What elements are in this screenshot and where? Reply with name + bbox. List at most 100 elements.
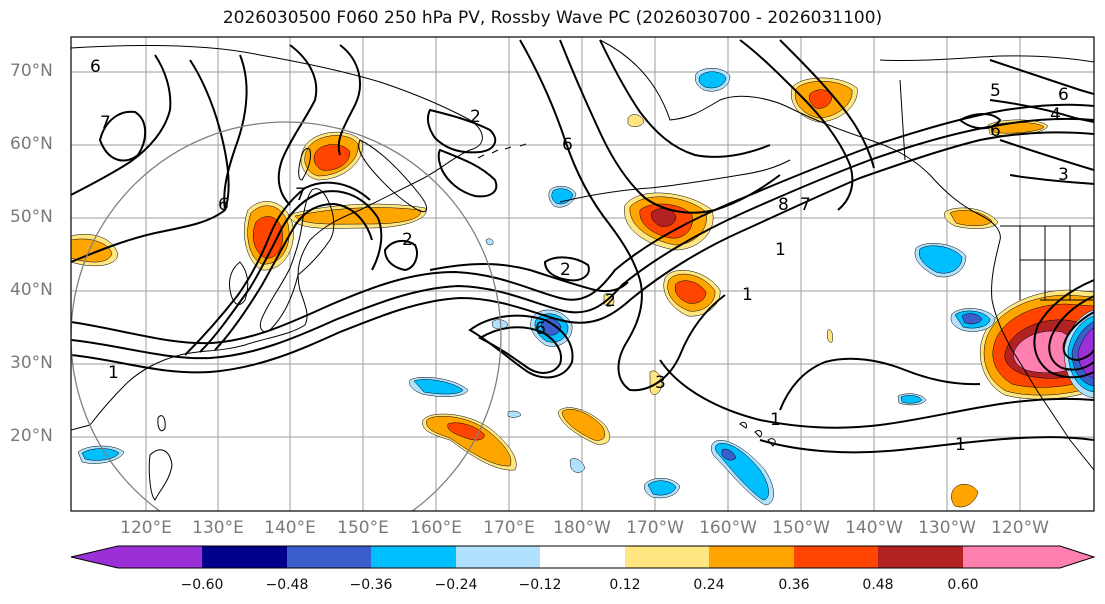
coastline-taiwan	[157, 415, 166, 432]
coastline-hawaii	[739, 421, 776, 447]
negative-anomaly	[413, 379, 464, 395]
colorbar-tick: −0.48	[265, 577, 309, 593]
colorbar-tick: −0.36	[349, 577, 393, 593]
border-alaska	[899, 79, 906, 161]
colorbar-tick: 0.24	[693, 577, 725, 593]
pv-contour	[429, 263, 629, 293]
negative-anomaly	[919, 245, 963, 274]
positive-anomaly	[674, 280, 707, 304]
coastline-kamchatka	[358, 139, 427, 213]
lon-label: 130°E	[192, 518, 244, 538]
pv-contour	[199, 190, 383, 353]
pv-contour	[71, 131, 1094, 374]
colorbar-tick: 0.48	[862, 577, 894, 593]
pv-contour	[739, 39, 854, 211]
colorbar-tick: 0.60	[947, 577, 979, 593]
pv-contour	[184, 181, 371, 356]
lon-label: 140°W	[845, 518, 903, 538]
pv-contour	[958, 113, 1002, 130]
pv-contour	[543, 256, 590, 282]
border-states	[1019, 226, 1094, 301]
contour-label: 6	[990, 121, 1001, 141]
positive-anomaly	[313, 144, 351, 171]
positive-anomaly	[951, 484, 979, 508]
colorbar-segment	[371, 546, 457, 568]
lon-label: 130°W	[918, 518, 976, 538]
negative-anomaly	[721, 448, 737, 461]
lat-label: 30°N	[10, 353, 53, 373]
contour-label: 7	[100, 113, 111, 133]
lon-label: 150°E	[337, 518, 389, 538]
pv-contour	[477, 326, 562, 374]
pv-contour	[214, 202, 373, 351]
colorbar-tick: −0.12	[518, 577, 562, 593]
pv-contour	[437, 148, 498, 198]
pv-contour	[989, 59, 1094, 95]
pv-contour	[559, 39, 781, 214]
pv-contour	[383, 239, 418, 272]
pv-contour	[71, 117, 1094, 360]
contour-label: 7	[800, 195, 811, 215]
lon-label: 120°E	[120, 518, 172, 538]
colorbar-tick: −0.24	[434, 577, 478, 593]
pv-contour	[426, 108, 497, 154]
colorbar-segment	[963, 546, 1094, 568]
plot-border	[70, 36, 1095, 512]
contour-label: 6	[535, 319, 546, 339]
lon-label: 170°W	[626, 518, 684, 538]
lon-label: 120°W	[991, 518, 1049, 538]
contour-label: 6	[1058, 85, 1069, 105]
contour-label: 7	[295, 185, 306, 205]
pv-contour	[98, 110, 147, 162]
pv-contour	[277, 44, 318, 206]
contour-label: 5	[990, 81, 1001, 101]
colorbar-outline	[70, 545, 1096, 569]
positive-anomaly	[809, 89, 833, 109]
contour-label: 1	[955, 435, 966, 455]
colorbar-segment	[71, 546, 202, 568]
pv-contour	[779, 357, 981, 411]
pv-contour	[989, 99, 1094, 123]
lon-label: 180°W	[553, 518, 611, 538]
contour-label: 6	[562, 135, 573, 155]
pv-contour	[71, 54, 172, 196]
contour-label: 6	[218, 195, 229, 215]
colorbar-segment	[456, 546, 541, 568]
negative-anomaly	[485, 238, 494, 246]
lon-label: 170°E	[483, 518, 535, 538]
contour-labels: 6 7 6 7 6 2 2 2 1 1 1 1 8 7 5 6 4 6 3 6 …	[90, 57, 1069, 455]
pv-contour	[1009, 174, 1094, 185]
negative-anomaly	[900, 395, 923, 404]
positive-anomaly	[71, 238, 113, 263]
anomaly-fill	[71, 68, 1094, 508]
chart-title: 2026030500 F060 250 hPa PV, Rossby Wave …	[222, 8, 883, 28]
lat-label: 40°N	[10, 280, 53, 300]
lat-label: 20°N	[10, 426, 53, 446]
coastline-philippines	[148, 449, 173, 501]
pv-contour	[659, 359, 1094, 429]
contour-label: 4	[1050, 105, 1061, 125]
positive-anomaly	[827, 329, 833, 343]
pv-contour	[223, 54, 248, 211]
colorbar-segment	[709, 546, 795, 568]
negative-anomaly	[569, 458, 586, 473]
lon-label: 160°E	[410, 518, 462, 538]
pv-contour	[599, 39, 771, 158]
colorbar-segment	[540, 546, 626, 568]
positive-anomaly	[253, 216, 283, 259]
contour-label: 1	[770, 410, 781, 430]
positive-anomaly	[447, 422, 485, 441]
colorbar-tick: 0.36	[778, 577, 810, 593]
contour-label: 2	[470, 107, 481, 127]
colorbar-segment	[794, 546, 879, 568]
contour-label: 1	[775, 240, 786, 260]
colorbar	[71, 546, 1094, 568]
positive-anomaly	[561, 409, 605, 441]
coastline-aleutian-chain	[477, 143, 527, 159]
contour-label: 6	[90, 57, 101, 77]
pv-contour	[1062, 311, 1094, 362]
pv-contour	[779, 39, 875, 169]
coastlines	[71, 39, 1094, 501]
negative-anomaly	[507, 410, 522, 418]
